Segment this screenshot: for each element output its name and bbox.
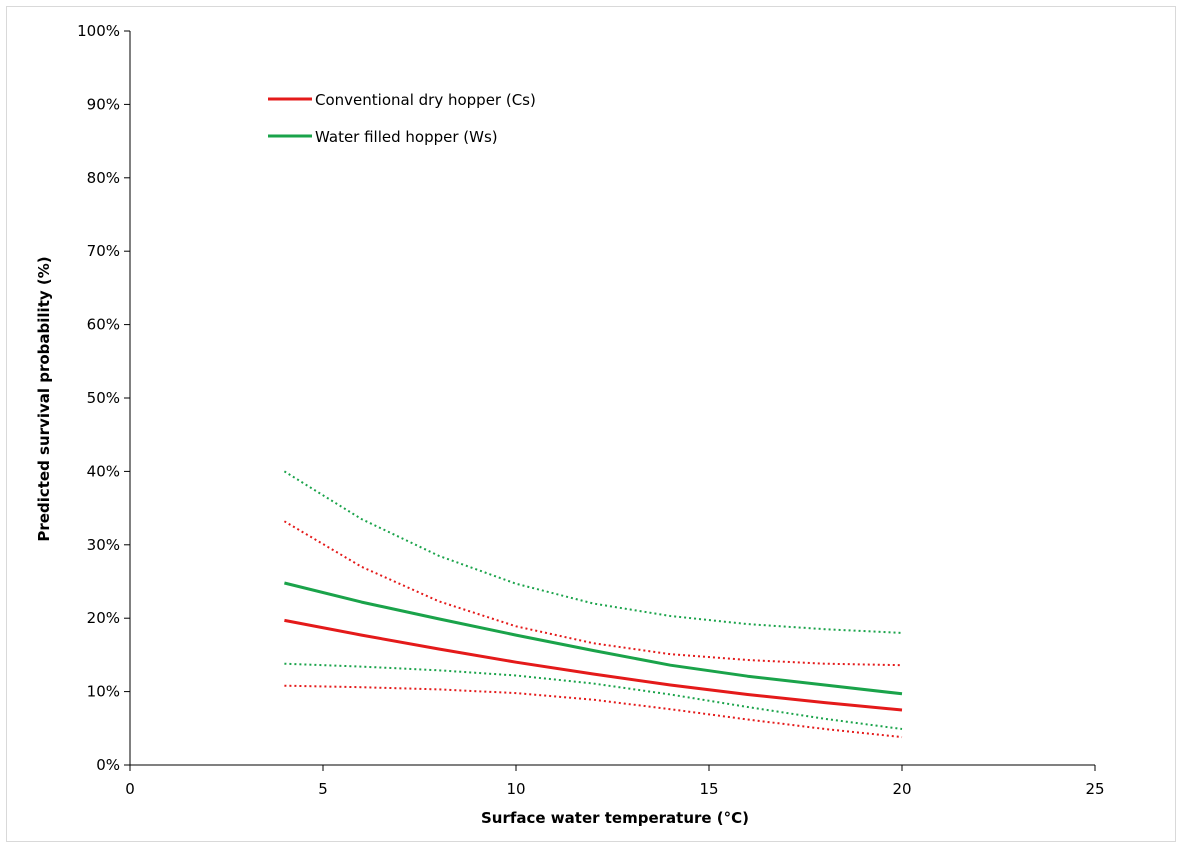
y-tick-label: 70% [87,242,120,260]
y-tick-label: 60% [87,316,120,334]
y-tick-label: 20% [87,609,120,627]
y-tick-label: 0% [96,756,120,774]
x-tick-label: 25 [1085,780,1104,798]
series-line-dotted-1 [283,520,903,667]
legend-label-cs: Conventional dry hopper (Cs) [315,91,536,109]
plot-lines [283,470,903,739]
y-tick-label: 100% [77,22,120,40]
y-tick-label: 30% [87,536,120,554]
y-tick-label: 80% [87,169,120,187]
series-line-solid-0 [284,618,903,712]
y-tick-label: 90% [87,95,120,113]
chart-frame: 0% 10% 20% 30% 40% 50% 60% 70% 80% 90% 100% 0 5 10 15… [6,6,1176,842]
series-line-dotted-4 [283,470,903,634]
x-tick-label: 0 [125,780,135,798]
y-axis: 0% 10% 20% 30% 40% 50% 60% 70% 80% 90% 100% [77,22,131,774]
legend-label-ws: Water filled hopper (Ws) [315,128,498,146]
x-axis: 0 5 10 15 20 25 [125,764,1105,798]
y-axis-title: Predicted survival probability (%) [35,256,53,541]
y-tick-label: 10% [87,683,120,701]
x-axis-title: Surface water temperature (°C) [481,809,749,827]
series-line-dotted-2 [284,684,903,739]
x-tick-label: 5 [318,780,328,798]
x-tick-label: 15 [699,780,718,798]
x-tick-label: 10 [506,780,525,798]
chart-svg: 0% 10% 20% 30% 40% 50% 60% 70% 80% 90% 100% 0 5 10 15… [35,22,1105,827]
series-line-solid-3 [284,581,903,696]
legend: Conventional dry hopper (Cs) Water fille… [268,91,536,146]
y-tick-label: 50% [87,389,120,407]
x-tick-label: 20 [892,780,911,798]
y-tick-label: 40% [87,462,120,480]
